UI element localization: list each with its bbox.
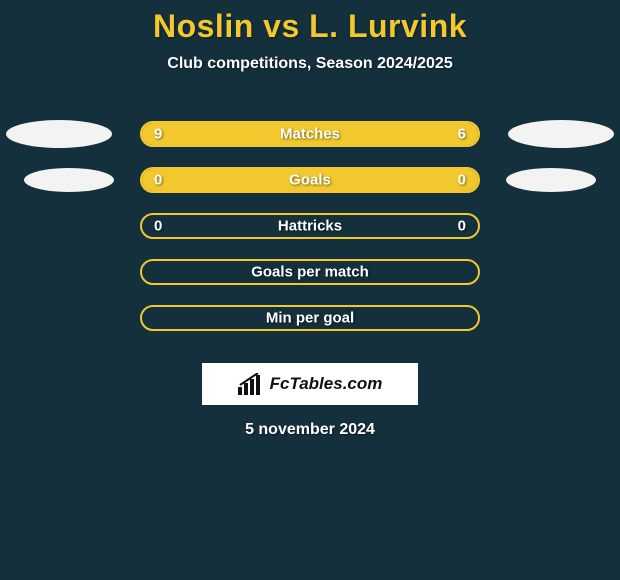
stat-label: Goals per match [251,264,369,281]
stat-bar: Min per goal [140,305,480,331]
date-label: 5 november 2024 [0,421,620,439]
stat-value-left: 9 [154,126,162,143]
comparison-bars: 9 Matches 6 0 Goals 0 0 Hattricks [0,111,620,341]
stat-row: 0 Goals 0 [0,157,620,203]
source-logo: FcTables.com [202,363,418,405]
stat-value-left: 0 [154,172,162,189]
bar-fill-left [142,169,310,191]
stat-value-right: 6 [458,126,466,143]
stat-row: Min per goal [0,295,620,341]
stat-label: Matches [280,126,340,143]
stat-row: Goals per match [0,249,620,295]
page-title: Noslin vs L. Lurvink [0,8,620,45]
stat-label: Min per goal [266,310,354,327]
stat-label: Hattricks [278,218,342,235]
stat-bar: Goals per match [140,259,480,285]
player-disc-left [6,120,112,148]
stat-bar: 9 Matches 6 [140,121,480,147]
bar-fill-right [310,169,478,191]
stat-row: 0 Hattricks 0 [0,203,620,249]
stat-row: 9 Matches 6 [0,111,620,157]
player-disc-right [508,120,614,148]
player-disc-left [24,168,114,192]
stat-value-left: 0 [154,218,162,235]
stat-bar: 0 Hattricks 0 [140,213,480,239]
stat-label: Goals [289,172,331,189]
page-subtitle: Club competitions, Season 2024/2025 [0,55,620,73]
bars-icon [238,373,266,395]
source-logo-text: FcTables.com [270,374,383,394]
stat-value-right: 0 [458,172,466,189]
stat-bar: 0 Goals 0 [140,167,480,193]
player-disc-right [506,168,596,192]
stat-value-right: 0 [458,218,466,235]
